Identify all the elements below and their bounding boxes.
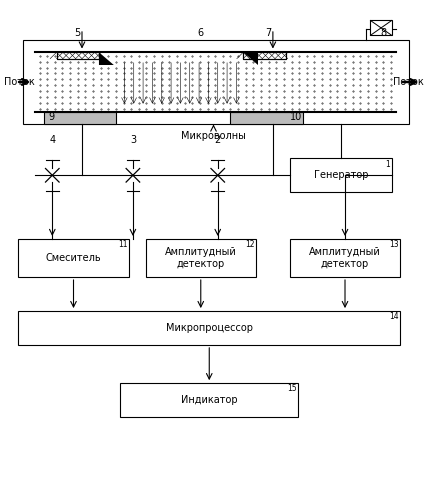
Text: 11: 11 bbox=[118, 240, 127, 249]
Text: Индикатор: Индикатор bbox=[181, 395, 237, 405]
Text: 4: 4 bbox=[49, 135, 55, 146]
Polygon shape bbox=[99, 52, 114, 65]
Text: 1: 1 bbox=[385, 160, 389, 169]
Text: 10: 10 bbox=[289, 112, 302, 122]
Bar bbox=[23, 39, 408, 124]
Text: Поток: Поток bbox=[392, 77, 423, 87]
Text: 2: 2 bbox=[214, 135, 220, 146]
Text: 5: 5 bbox=[75, 28, 81, 38]
Text: 7: 7 bbox=[265, 28, 271, 38]
Text: Смеситель: Смеситель bbox=[46, 253, 101, 263]
Bar bbox=[56, 52, 99, 59]
Text: 14: 14 bbox=[389, 312, 398, 321]
Bar bbox=[56, 52, 99, 59]
Bar bbox=[230, 112, 302, 124]
Text: 13: 13 bbox=[389, 240, 398, 249]
Text: 12: 12 bbox=[245, 240, 254, 249]
Bar bbox=[18, 239, 128, 277]
Text: 9: 9 bbox=[48, 112, 54, 122]
Text: Генератор: Генератор bbox=[313, 170, 367, 180]
Polygon shape bbox=[243, 52, 257, 65]
Bar bbox=[120, 383, 298, 417]
Text: 15: 15 bbox=[287, 384, 296, 393]
Bar bbox=[35, 52, 395, 112]
Text: Поток: Поток bbox=[3, 77, 34, 87]
Text: 3: 3 bbox=[130, 135, 135, 146]
Bar bbox=[243, 52, 285, 59]
Text: 6: 6 bbox=[197, 28, 203, 38]
Text: Амплитудный
детектор: Амплитудный детектор bbox=[164, 247, 236, 269]
Bar bbox=[44, 112, 115, 124]
Bar bbox=[289, 239, 399, 277]
Bar bbox=[243, 52, 285, 59]
Text: 8: 8 bbox=[379, 28, 386, 38]
Text: Амплитудный
детектор: Амплитудный детектор bbox=[308, 247, 380, 269]
Bar bbox=[18, 311, 399, 345]
Bar bbox=[370, 20, 391, 35]
Bar bbox=[289, 158, 391, 192]
Bar bbox=[145, 239, 255, 277]
Text: Микроволны: Микроволны bbox=[181, 131, 245, 141]
Text: Микропроцессор: Микропроцессор bbox=[165, 323, 252, 333]
